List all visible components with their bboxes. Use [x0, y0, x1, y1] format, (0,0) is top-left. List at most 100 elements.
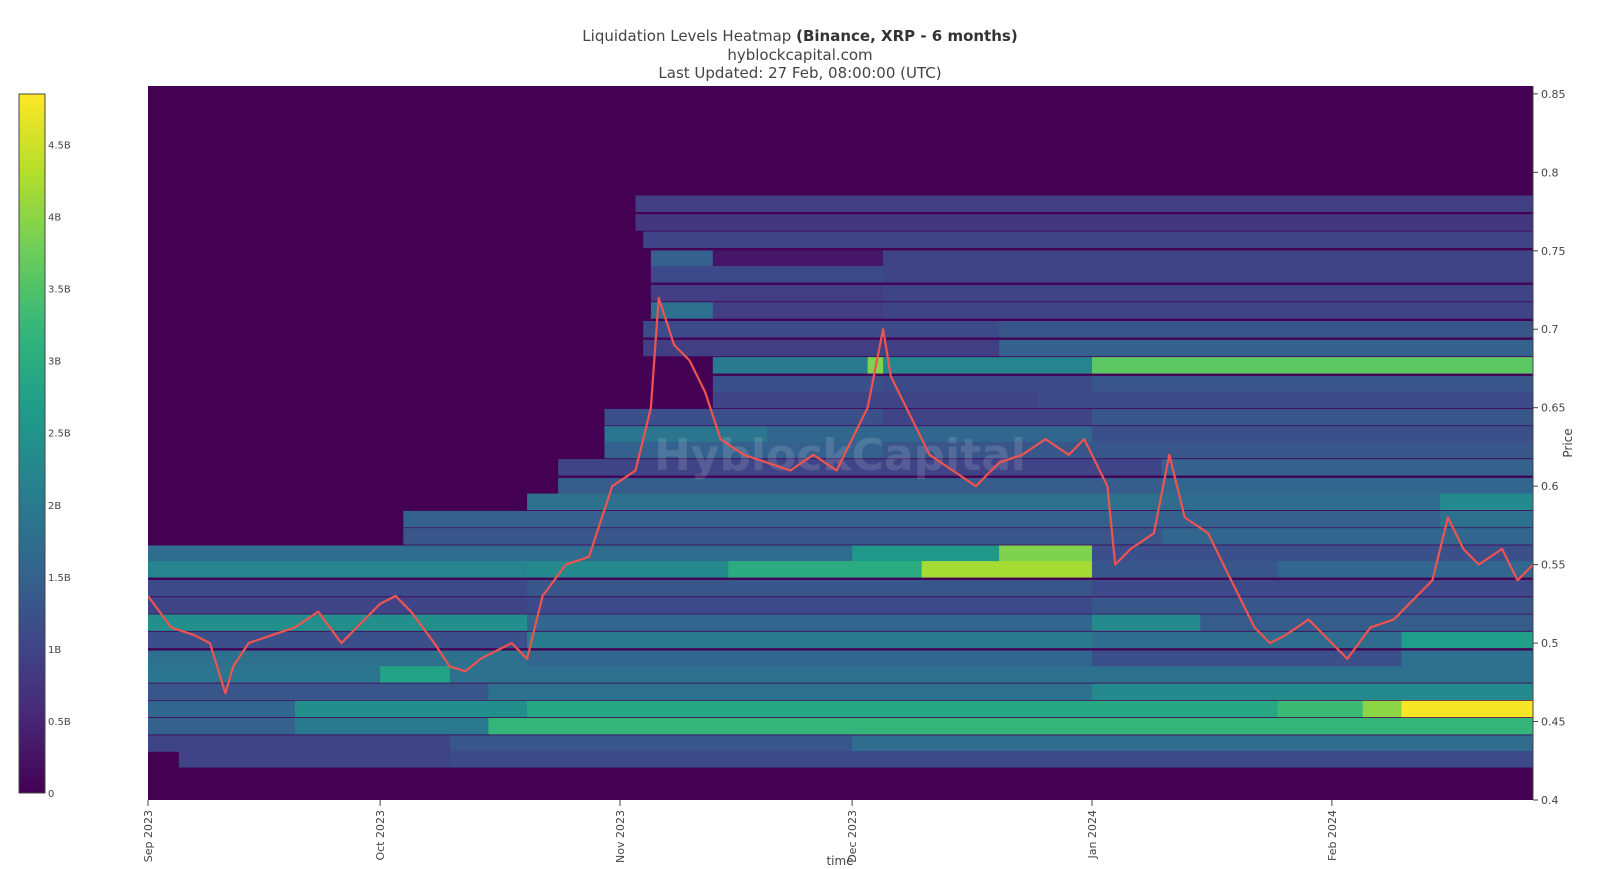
liquidation-band-segment	[1161, 528, 1533, 545]
liquidation-band-segment	[999, 545, 1093, 562]
liquidation-band-segment	[527, 700, 1279, 718]
liquidation-band-segment	[1092, 545, 1533, 562]
liquidation-band-segment	[527, 579, 1093, 597]
liquidation-band-segment	[527, 493, 1163, 511]
liquidation-band-segment	[148, 650, 528, 667]
liquidation-band-segment	[1161, 510, 1441, 528]
liquidation-bands	[148, 195, 1533, 768]
x-tick-label: Dec 2023	[846, 810, 859, 863]
liquidation-band-segment	[883, 408, 1093, 426]
liquidation-band-segment	[1092, 650, 1403, 667]
x-tick-label: Nov 2023	[614, 810, 627, 863]
liquidation-band-segment	[558, 477, 1163, 495]
price-series	[148, 296, 1533, 695]
y-axis-title: Price	[1561, 428, 1575, 457]
liquidation-band-segment	[1037, 391, 1533, 409]
liquidation-band-segment	[1440, 510, 1533, 528]
liquidation-band-segment	[883, 284, 1533, 302]
y-tick-label: 0.85	[1541, 88, 1566, 101]
liquidation-band-segment	[999, 339, 1533, 357]
liquidation-band-segment	[1092, 375, 1533, 393]
liquidation-band-segment	[527, 561, 729, 578]
liquidation-band-segment	[650, 284, 884, 302]
liquidation-band-segment	[488, 683, 1093, 700]
y-tick-label: 0.4	[1541, 794, 1559, 807]
liquidation-band-segment	[604, 408, 884, 426]
liquidation-band-segment	[148, 545, 853, 562]
liquidation-band-segment	[1092, 408, 1533, 426]
liquidation-band-segment	[148, 597, 528, 614]
liquidation-band-segment	[295, 700, 528, 718]
liquidation-band-segment	[1277, 700, 1364, 718]
liquidation-band-segment	[449, 751, 1533, 768]
liquidation-band-segment	[728, 561, 923, 578]
liquidation-band-segment	[148, 614, 528, 631]
chart-subtitle: hyblockcapital.com	[727, 45, 873, 64]
liquidation-band-segment	[650, 266, 884, 283]
y-tick-label: 0.75	[1541, 245, 1566, 258]
x-tick-label: Sep 2023	[142, 810, 155, 862]
liquidation-band-segment	[1161, 459, 1533, 476]
liquidation-band-segment	[712, 391, 1039, 409]
x-tick-label: Feb 2024	[1326, 810, 1339, 861]
x-tick-label: Jan 2024	[1086, 810, 1099, 859]
liquidation-band-segment	[1092, 597, 1533, 614]
liquidation-band-segment	[1401, 631, 1533, 649]
liquidation-band-segment	[635, 214, 1533, 231]
liquidation-band-segment	[449, 735, 853, 752]
liquidation-band-segment	[488, 718, 1279, 735]
colorbar-tick-label: 4.5B	[48, 140, 71, 151]
colorbar-tick-label: 1.5B	[48, 573, 71, 584]
chart-title-bold: (Binance, XRP - 6 months)	[796, 27, 1018, 45]
liquidation-band-segment	[1277, 561, 1533, 578]
x-axis: Sep 2023 Oct 2023 Nov 2023 Dec 2023 Jan 2024…	[142, 800, 1339, 863]
liquidation-band-segment	[1277, 718, 1533, 735]
liquidation-band-segment	[148, 683, 489, 700]
liquidation-band-segment	[527, 614, 1093, 631]
liquidation-band-segment	[403, 510, 1163, 528]
colorbar-tick-label: 2B	[48, 501, 61, 512]
colorbar-tick-label: 2.5B	[48, 429, 71, 440]
liquidation-band-segment	[852, 545, 1000, 562]
y-tick-label: 0.8	[1541, 166, 1559, 179]
y-tick-label: 0.55	[1541, 559, 1566, 572]
liquidation-band-segment	[148, 718, 296, 735]
liquidation-band-segment	[921, 561, 1093, 578]
liquidation-band-segment	[712, 250, 884, 267]
liquidation-band-segment	[883, 441, 1093, 459]
y-tick-label: 0.45	[1541, 716, 1566, 729]
liquidation-band-segment	[1092, 579, 1533, 597]
liquidation-band-segment	[712, 375, 884, 393]
liquidation-band-segment	[1200, 614, 1533, 631]
liquidation-band-segment	[999, 321, 1533, 338]
chart-title: Liquidation Levels Heatmap (Binance, XRP…	[0, 27, 1600, 46]
liquidation-band-segment	[883, 375, 1093, 393]
liquidation-band-segment	[650, 250, 714, 267]
liquidation-band-segment	[1092, 426, 1533, 443]
liquidation-band-segment	[635, 195, 1533, 212]
liquidation-band-segment	[650, 302, 714, 319]
liquidation-band-segment	[712, 302, 884, 319]
colorbar-tick-label: 0	[48, 789, 54, 800]
y-axis: 0.4 0.45 0.5 0.55 0.6 0.65 0.7 0.75 0.8 0.85	[1532, 86, 1566, 807]
liquidation-band-segment	[1401, 700, 1533, 718]
liquidation-band-segment	[643, 231, 1533, 248]
colorbar-tick-label: 0.5B	[48, 717, 71, 728]
price-line	[148, 296, 1533, 695]
colorbar-tick-label: 1B	[48, 645, 61, 656]
liquidation-band-segment	[1092, 631, 1403, 649]
liquidation-band-segment	[1092, 561, 1279, 578]
liquidation-band-segment	[558, 459, 1163, 476]
x-axis-title: time	[826, 854, 853, 868]
liquidation-band-segment	[712, 357, 869, 374]
y-tick-label: 0.65	[1541, 402, 1566, 415]
watermark: HyblockCapital	[654, 430, 1026, 481]
liquidation-band-segment	[643, 339, 1000, 357]
liquidation-band-segment	[148, 561, 528, 578]
liquidation-band-segment	[148, 666, 381, 683]
liquidation-band-segment	[1092, 683, 1533, 700]
liquidation-band-segment	[148, 579, 528, 597]
colorbar: 0 0.5B 1B 1.5B 2B 2.5B 3B 3.5B 4B 4.5B	[18, 93, 71, 800]
liquidation-band-segment	[148, 700, 296, 718]
chart-title-block: Liquidation Levels Heatmap (Binance, XRP…	[0, 27, 1600, 83]
